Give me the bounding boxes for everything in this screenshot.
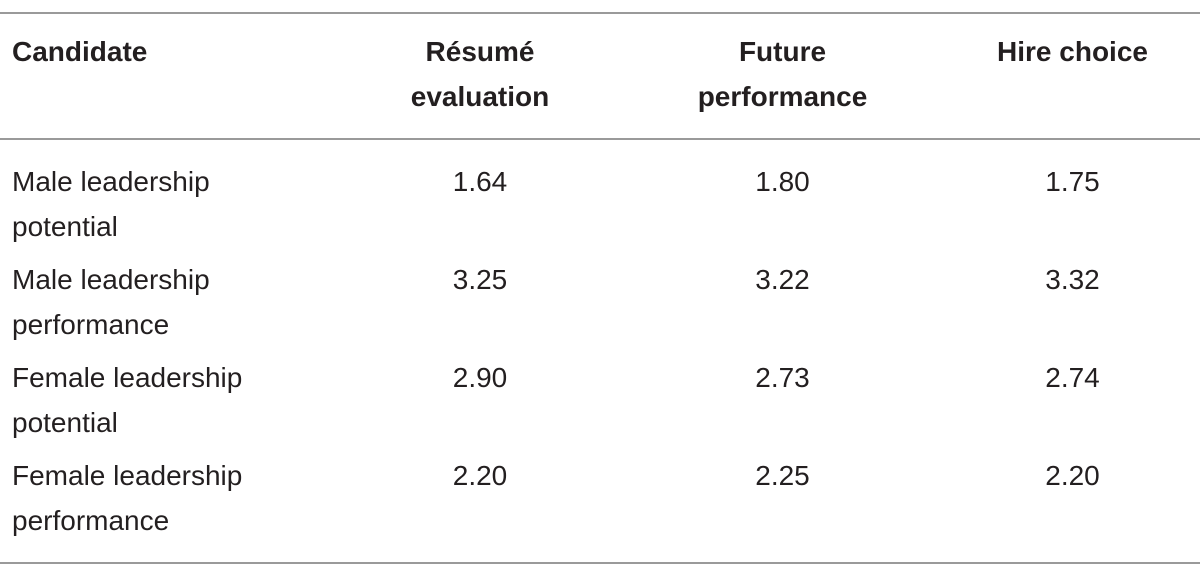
value-cell: 2.73 — [755, 362, 810, 393]
value-cell: 3.25 — [452, 264, 508, 295]
value-cell: 2.20 — [452, 460, 508, 491]
data-table: Candidate Résumé evaluation Future perform… — [0, 12, 1200, 564]
header-cell: Future performance — [620, 13, 945, 140]
header-cell: Candidate — [0, 13, 340, 140]
table-row: Male leadership performance 3.25 3.22 3.32 — [0, 253, 1200, 351]
table-row: Male leadership potential 1.64 1.80 1.75 — [0, 139, 1200, 253]
header-cell: Hire choice — [945, 13, 1200, 140]
table-row: Female leadership potential 2.90 2.73 2.74 — [0, 351, 1200, 449]
row-label: Female leadership performance — [12, 460, 243, 536]
table-row: Female leadership performance 2.20 2.25 2.2… — [0, 449, 1200, 563]
value-cell: 2.25 — [755, 460, 810, 491]
value-cell: 3.22 — [755, 264, 810, 295]
header-row: Candidate Résumé evaluation Future perform… — [0, 13, 1200, 140]
value-cell: 1.80 — [755, 166, 810, 197]
value-cell: 1.64 — [452, 166, 508, 197]
header-cell: Résumé evaluation — [340, 13, 620, 140]
value-cell: 2.20 — [1045, 460, 1100, 491]
table-body: Male leadership potential 1.64 1.80 1.75 Mal… — [0, 139, 1200, 563]
row-label: Male leadership potential — [12, 166, 210, 242]
row-label: Female leadership potential — [12, 362, 243, 438]
value-cell: 2.90 — [452, 362, 508, 393]
value-cell: 1.75 — [1045, 166, 1100, 197]
value-cell: 3.32 — [1045, 264, 1100, 295]
value-cell: 2.74 — [1045, 362, 1100, 393]
row-label: Male leadership performance — [12, 264, 210, 340]
